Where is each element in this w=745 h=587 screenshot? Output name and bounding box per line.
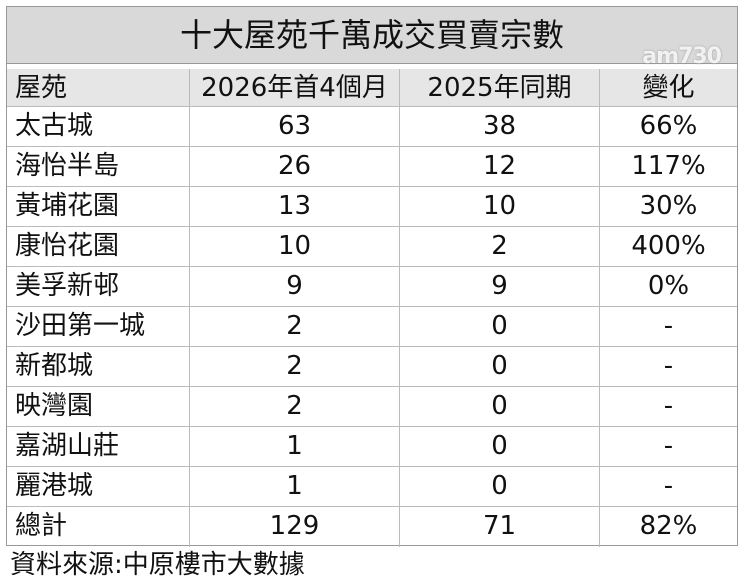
table-cell: 總計: [7, 507, 190, 547]
table-row: 康怡花園 10 2 400%: [7, 227, 737, 267]
table-cell: 康怡花園: [7, 227, 190, 266]
table-cell: 0: [400, 467, 600, 506]
table-cell: 38: [400, 107, 600, 146]
table-cell: 117%: [631, 151, 706, 181]
table-row: 新都城 2 0 -: [7, 347, 737, 387]
table-cell: -: [663, 471, 674, 501]
table-cell: 0: [400, 427, 600, 466]
table-row: 海怡半島 26 12 117%: [7, 147, 737, 187]
table-cell: 2: [190, 387, 400, 426]
table-cell: 0: [400, 347, 600, 386]
column-header: 變化: [642, 73, 695, 103]
source-note: 資料來源:中原樓市大數據: [10, 550, 305, 580]
table-frame: 十大屋苑千萬成交買賣宗數 屋苑 2026年首4個月 2025年同期 變化太古城 63 38…: [6, 6, 738, 547]
table-cell: -: [663, 311, 674, 341]
table-cell: 129: [190, 507, 400, 547]
table-cell: 麗港城: [7, 467, 190, 506]
table-cell: -: [663, 391, 674, 421]
table-row: 太古城 63 38 66%: [7, 107, 737, 147]
table-cell: 30%: [639, 191, 698, 221]
table-row: 映灣園 2 0 -: [7, 387, 737, 427]
table-cell: 新都城: [7, 347, 190, 386]
table-cell: -: [663, 351, 674, 381]
table-cell: 9: [190, 267, 400, 306]
table-title: 十大屋苑千萬成交買賣宗數: [7, 7, 737, 64]
table-cell: 71: [400, 507, 600, 547]
table: 屋苑 2026年首4個月 2025年同期 變化 太古城 63 38 66% 海怡半島 26 12 11…: [7, 69, 737, 547]
table-row: 總計 129 71 82%: [7, 507, 737, 547]
table-cell: 66%: [639, 111, 698, 141]
table-cell: 0: [400, 307, 600, 346]
table-cell: 400%: [631, 231, 706, 261]
table-cell: 2: [400, 227, 600, 266]
table-cell: 82%: [639, 511, 698, 541]
table-cell: -: [663, 431, 674, 461]
table-cell: 黃埔花園: [7, 187, 190, 226]
table-cell: 0: [400, 387, 600, 426]
table-cell: 1: [190, 467, 400, 506]
table-cell: 2: [190, 347, 400, 386]
table-cell: 海怡半島: [7, 147, 190, 186]
table-cell: 10: [400, 187, 600, 226]
column-header: 屋苑: [7, 69, 190, 106]
column-header: 2026年首4個月: [190, 69, 400, 106]
table-row: 沙田第一城 2 0 -: [7, 307, 737, 347]
table-cell: 沙田第一城: [7, 307, 190, 346]
column-header: 2025年同期: [400, 69, 600, 106]
table-cell: 1: [190, 427, 400, 466]
table-row: 嘉湖山莊 1 0 -: [7, 427, 737, 467]
table-cell: 0%: [647, 271, 690, 301]
table-cell: 10: [190, 227, 400, 266]
table-cell: 映灣園: [7, 387, 190, 426]
table-cell: 26: [190, 147, 400, 186]
table-cell: 13: [190, 187, 400, 226]
table-cell: 2: [190, 307, 400, 346]
table-cell: 太古城: [7, 107, 190, 146]
table-cell: 9: [400, 267, 600, 306]
table-cell: 12: [400, 147, 600, 186]
table-row: 黃埔花園 13 10 30%: [7, 187, 737, 227]
table-cell: 美孚新邨: [7, 267, 190, 306]
table-row: 麗港城 1 0 -: [7, 467, 737, 507]
table-row: 美孚新邨 9 9 0%: [7, 267, 737, 307]
header-row: 屋苑 2026年首4個月 2025年同期 變化: [7, 69, 737, 107]
watermark: am730: [642, 44, 722, 69]
table-cell: 63: [190, 107, 400, 146]
table-cell: 嘉湖山莊: [7, 427, 190, 466]
